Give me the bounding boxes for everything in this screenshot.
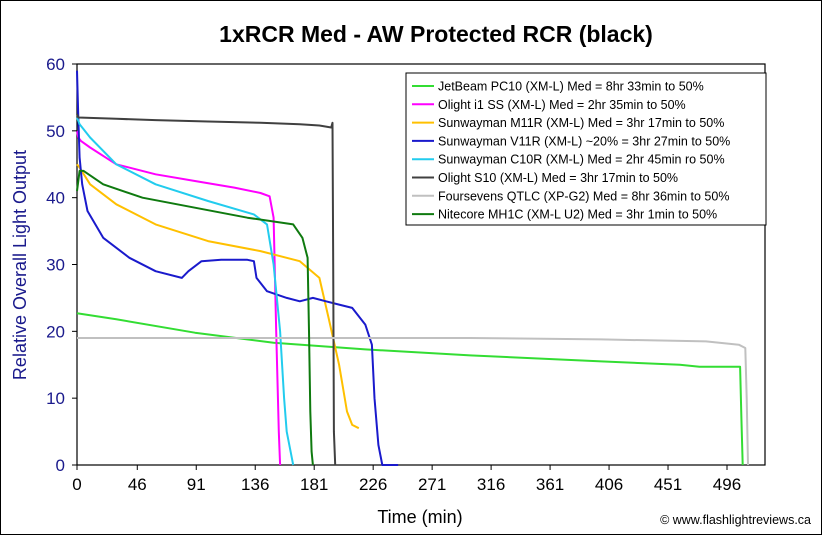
legend-box bbox=[405, 72, 767, 226]
chart-title: 1xRCR Med - AW Protected RCR (black) bbox=[219, 21, 653, 47]
legend-label: Olight S10 (XM-L) Med = 3hr 17min to 50% bbox=[438, 171, 678, 185]
x-tick-label: 361 bbox=[536, 475, 564, 494]
x-tick-label: 46 bbox=[128, 475, 147, 494]
series-line-6 bbox=[76, 113, 337, 466]
x-tick-label: 406 bbox=[595, 475, 623, 494]
x-tick-label: 496 bbox=[713, 475, 741, 494]
x-tick-label: 271 bbox=[418, 475, 446, 494]
x-tick-label: 316 bbox=[477, 475, 505, 494]
y-tick-label: 60 bbox=[46, 55, 65, 74]
legend-label: JetBeam PC10 (XM-L) Med = 8hr 33min to 5… bbox=[438, 80, 704, 94]
x-axis: 0 46 91 136 181 226 271 316 361 406 451 496 bbox=[72, 465, 741, 494]
credit-text: © www.flashlightreviews.ca bbox=[660, 513, 811, 527]
x-tick-label: 0 bbox=[72, 475, 81, 494]
series-line-1 bbox=[76, 312, 744, 466]
legend-label: Sunwayman V11R (XM-L) ~20% = 3hr 27min t… bbox=[438, 134, 730, 148]
x-tick-label: 136 bbox=[241, 475, 269, 494]
x-tick-label: 91 bbox=[187, 475, 206, 494]
y-tick-label: 40 bbox=[46, 189, 65, 208]
y-axis-label: Relative Overall Light Output bbox=[10, 150, 30, 380]
legend-label: Sunwayman M11R (XM-L) Med = 3hr 17min to… bbox=[438, 116, 724, 130]
legend-label: Sunwayman C10R (XM-L) Med = 2hr 45min ro… bbox=[438, 153, 725, 167]
series-line-3 bbox=[76, 163, 360, 430]
series-line-7 bbox=[77, 337, 749, 466]
y-tick-label: 0 bbox=[56, 456, 65, 475]
legend-label: Olight i1 SS (XM-L) Med = 2hr 35min to 5… bbox=[438, 98, 686, 112]
series-line-4 bbox=[76, 70, 399, 466]
y-tick-label: 20 bbox=[46, 322, 65, 341]
y-tick-label: 10 bbox=[46, 389, 65, 408]
x-axis-label: Time (min) bbox=[377, 507, 462, 527]
x-tick-label: 451 bbox=[654, 475, 682, 494]
series-line-8 bbox=[76, 169, 314, 466]
y-tick-label: 50 bbox=[46, 122, 65, 141]
series-layer bbox=[76, 70, 749, 466]
legend-label: Foursevens QTLC (XP-G2) Med = 8hr 36min … bbox=[438, 189, 729, 203]
x-tick-label: 226 bbox=[359, 475, 387, 494]
legend-label: Nitecore MH1C (XM-L U2) Med = 3hr 1min t… bbox=[438, 208, 717, 222]
series-line-2 bbox=[76, 130, 282, 466]
y-axis: 0 10 20 30 40 50 60 bbox=[46, 55, 77, 475]
x-tick-label: 181 bbox=[300, 475, 328, 494]
legend: JetBeam PC10 (XM-L) Med = 8hr 33min to 5… bbox=[405, 72, 767, 226]
y-tick-label: 30 bbox=[46, 256, 65, 275]
